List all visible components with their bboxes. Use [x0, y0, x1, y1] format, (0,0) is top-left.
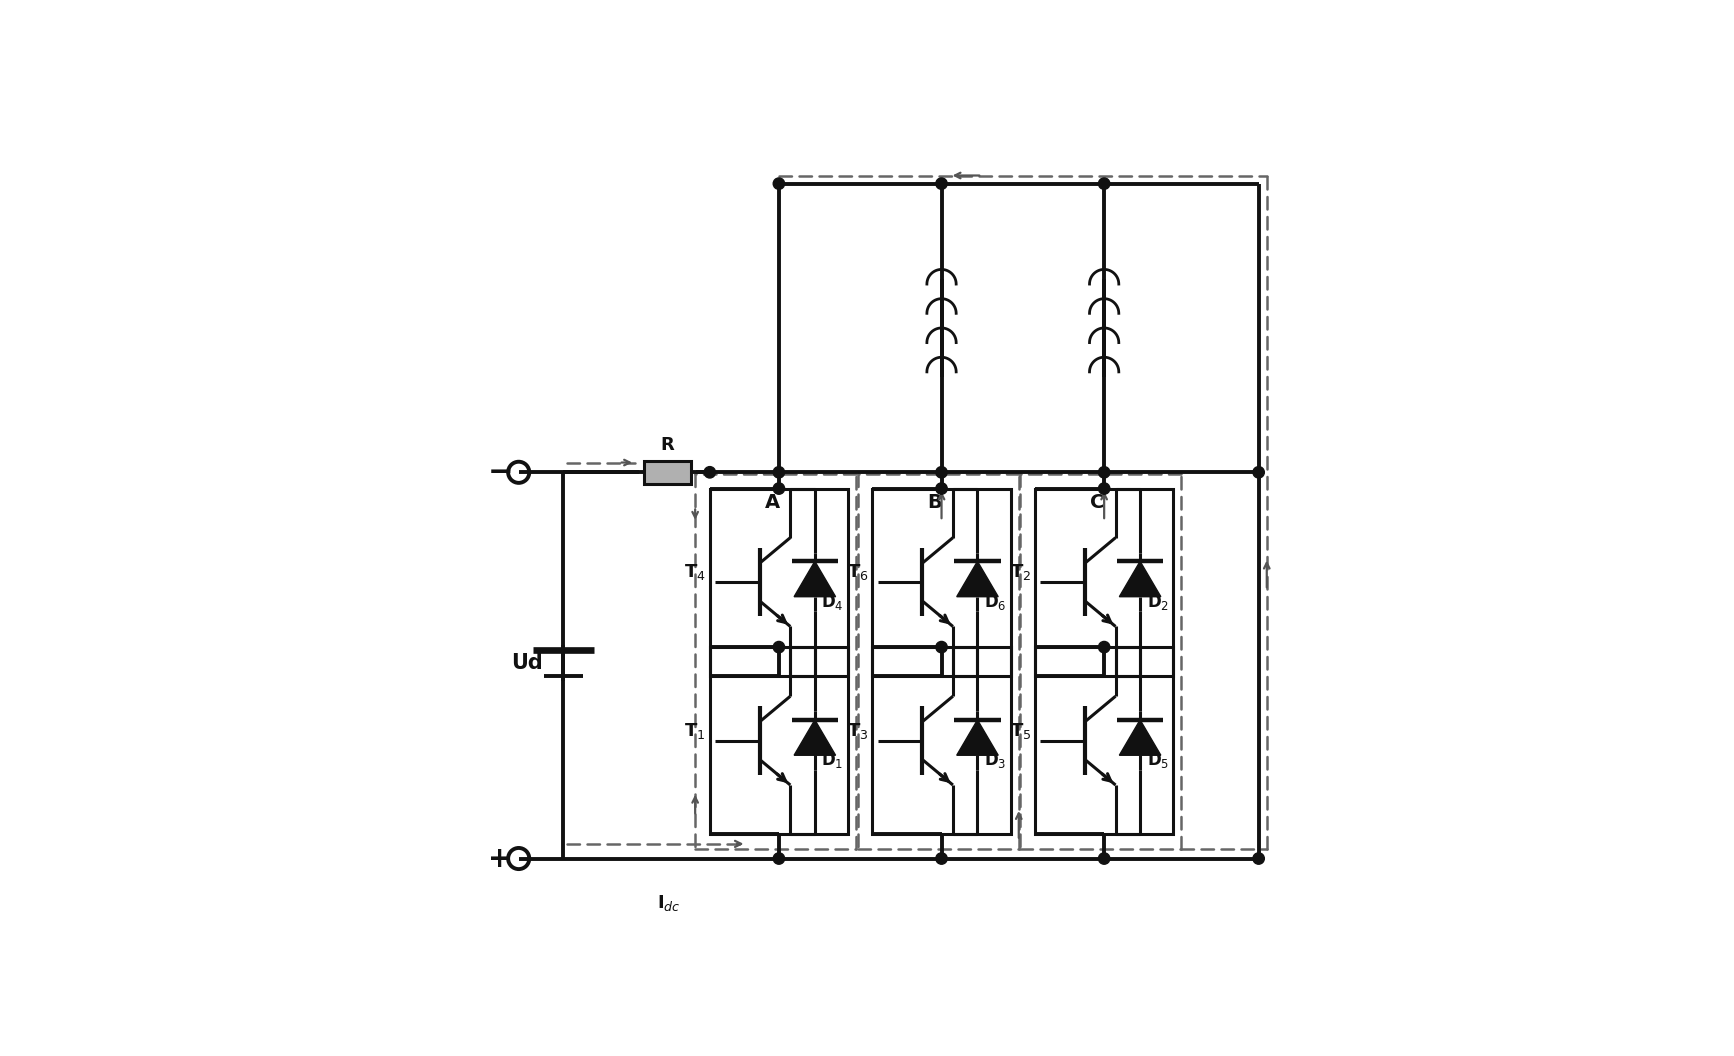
Bar [709, 647, 848, 834]
Circle shape [936, 641, 947, 653]
Text: R: R [661, 436, 675, 454]
Circle shape [1098, 641, 1110, 653]
Circle shape [1098, 467, 1110, 478]
Text: B: B [928, 492, 942, 511]
Text: D$_4$: D$_4$ [822, 591, 844, 611]
Polygon shape [794, 562, 836, 597]
Circle shape [1098, 853, 1110, 864]
Text: A: A [765, 492, 780, 511]
Circle shape [773, 467, 784, 478]
Circle shape [704, 467, 716, 478]
Text: T$_6$: T$_6$ [846, 562, 869, 582]
Bar [709, 489, 848, 676]
Circle shape [1098, 483, 1110, 494]
Circle shape [1098, 178, 1110, 189]
Circle shape [773, 483, 784, 494]
Circle shape [773, 178, 784, 189]
Text: I$_{dc}$: I$_{dc}$ [657, 892, 680, 912]
Text: D$_2$: D$_2$ [1146, 591, 1169, 611]
Circle shape [1254, 853, 1264, 864]
Circle shape [773, 853, 784, 864]
Polygon shape [957, 562, 999, 597]
Circle shape [936, 483, 947, 494]
Text: D$_6$: D$_6$ [983, 591, 1006, 611]
Bar [643, 460, 692, 484]
Circle shape [936, 853, 947, 864]
Circle shape [936, 467, 947, 478]
Text: −: − [487, 458, 513, 487]
Text: C: C [1091, 492, 1105, 511]
Bar [872, 647, 1011, 834]
Polygon shape [957, 720, 999, 755]
Text: T$_3$: T$_3$ [846, 721, 869, 741]
Text: T$_4$: T$_4$ [683, 562, 706, 582]
Bar [1035, 489, 1174, 676]
Circle shape [773, 641, 784, 653]
Polygon shape [1120, 720, 1160, 755]
Text: D$_1$: D$_1$ [822, 750, 844, 770]
Circle shape [1254, 467, 1264, 478]
Bar [872, 489, 1011, 676]
Circle shape [936, 178, 947, 189]
Text: T$_1$: T$_1$ [685, 721, 706, 741]
Text: D$_5$: D$_5$ [1146, 750, 1169, 770]
Bar [1035, 647, 1174, 834]
Text: +: + [489, 845, 512, 872]
Text: Ud: Ud [512, 654, 543, 674]
Polygon shape [794, 720, 836, 755]
Text: D$_3$: D$_3$ [983, 750, 1006, 770]
Text: T$_5$: T$_5$ [1009, 721, 1032, 741]
Polygon shape [1120, 562, 1160, 597]
Text: T$_2$: T$_2$ [1009, 562, 1032, 582]
